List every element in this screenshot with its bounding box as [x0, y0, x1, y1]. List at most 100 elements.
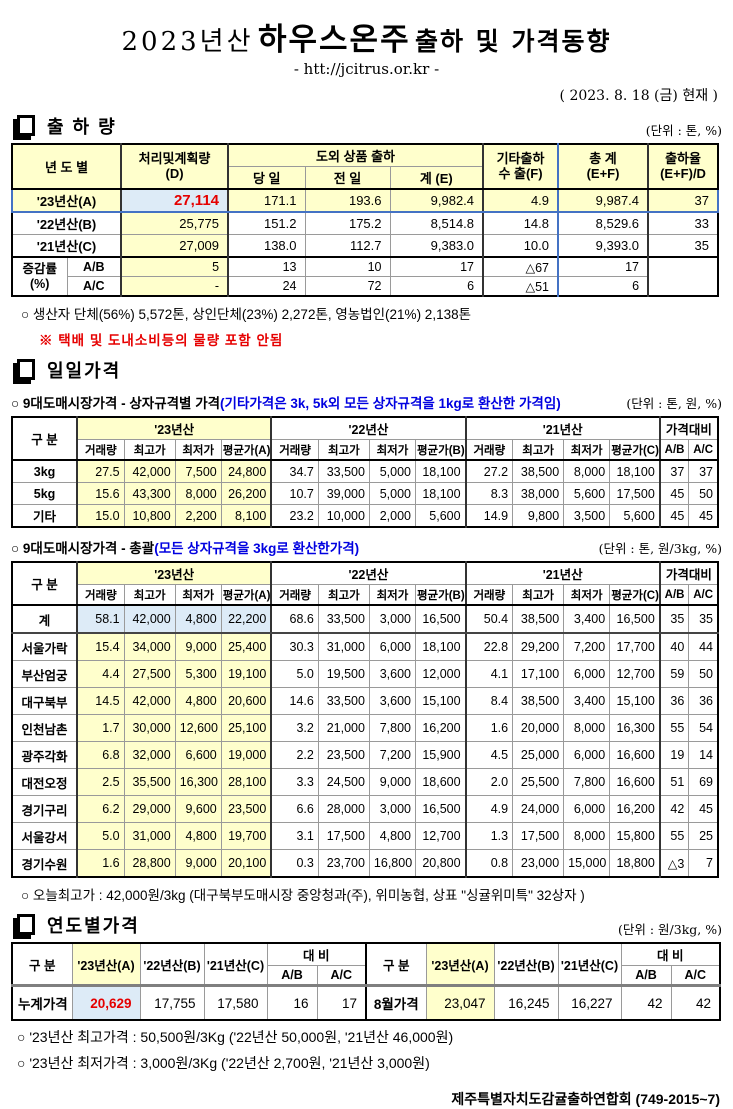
cell-y21-high: 20,000 — [512, 714, 565, 742]
cell-y21-high: 25,000 — [512, 741, 565, 769]
market-row: 부산엄궁 4.4 27,500 5,300 19,100 5.0 19,500 … — [11, 660, 719, 688]
cell-y21-high: 25,500 — [512, 768, 565, 796]
cell-y22-vol: 6.6 — [270, 795, 319, 823]
cell-y21-low: 6,000 — [563, 741, 611, 769]
shipment-table: 년 도 별 처리및계획량 (D) 도외 상품 출하 기타출하 수 출(F) 총 … — [10, 143, 720, 297]
cell-y22-low: 16,800 — [368, 849, 416, 878]
cell-y22-avg: 12,000 — [414, 660, 467, 688]
cell-y22-avg: 15,900 — [414, 741, 467, 769]
shipment-row: '21년산(C) 27,009 138.0 112.7 9,383.0 10.0… — [11, 234, 719, 258]
cell-ac: 45 — [688, 504, 719, 528]
cell-rate: 33 — [647, 211, 719, 235]
cell-y23-high: 31,000 — [123, 822, 176, 850]
cell-y21-vol: 27.2 — [464, 459, 514, 483]
cell-y21-vol: 8.4 — [464, 687, 514, 715]
overall-unit-label: (단위 : 톤, 원/3kg, %) — [598, 541, 722, 556]
cell-y23-vol: 15.0 — [76, 504, 125, 528]
cell-y23-vol: 1.7 — [76, 714, 125, 742]
cell-y21-high: 29,200 — [512, 632, 565, 661]
col-prev: 전 일 — [304, 166, 391, 190]
cell-y22-avg: 12,700 — [414, 822, 467, 850]
cell-y21-avg: 17,700 — [609, 632, 661, 661]
cell-y21-vol: 1.3 — [464, 822, 514, 850]
cell-august-y23: 23,047 — [425, 985, 495, 1021]
col-y23-avg: 평균가(A) — [220, 584, 272, 606]
cell-y21-low: 7,200 — [563, 632, 611, 661]
producer-note: ○ 생산자 단체(56%) 5,572톤, 상인단체(23%) 2,272톤, … — [21, 307, 472, 322]
organization-footer: 제주특별자치도감귤출하연합회 (749-2015~7) — [451, 1091, 720, 1107]
cell-y23-vol: 4.4 — [76, 660, 125, 688]
cell-y21-low: 5,600 — [563, 482, 611, 505]
overall-title-text: ○ 9대도매시장가격 - 총괄 — [11, 541, 155, 556]
yearly-header-row-2: A/B A/C — [12, 965, 367, 987]
bybox-unit-label: (단위 : 톤, 원, %) — [626, 396, 722, 411]
cell-y21-low: 8,000 — [563, 714, 611, 742]
cell-y21-low: 8,000 — [563, 459, 611, 483]
col-y22-high: 최고가 — [317, 584, 370, 606]
cell-plan: 25,775 — [120, 211, 229, 235]
cell-y22-avg: 5,600 — [414, 504, 467, 528]
cell-y22-vol: 2.2 — [270, 741, 319, 769]
market-row: 대구북부 14.5 42,000 4,800 20,600 14.6 33,50… — [11, 687, 719, 715]
square-bullet-icon — [17, 358, 35, 380]
price-by-box-table: 구 분 '23년산 '22년산 '21년산 가격대비 거래량 최고가 최저가 평… — [11, 416, 719, 528]
section-shipment-title: 출 하 량 — [47, 117, 117, 137]
change-row-ab: 증감률 (%) A/B 5 13 10 17 △67 17 — [11, 256, 719, 297]
cell-y22-low: 5,000 — [368, 459, 416, 483]
cell-ac: 14 — [688, 741, 719, 769]
lowest-price-note: ○ '23년산 최저가격 : 3,000원/3Kg ('22년산 2,700원,… — [17, 1055, 430, 1071]
cell-y21-avg: 18,800 — [609, 849, 661, 878]
cell-y22-high: 31,000 — [317, 632, 370, 661]
cell-y21-avg: 16,300 — [609, 714, 661, 742]
cell-ab: 36 — [658, 687, 690, 715]
cell-sum: 9,982.4 — [389, 188, 484, 213]
cell-y23-high: 30,000 — [123, 714, 176, 742]
cell-prev: 175.2 — [304, 211, 391, 235]
col-group-y21: '21년산 — [464, 561, 661, 585]
yearly-august-table: 구 분 '23년산(A) '22년산(B) '21년산(C) 대 비 A/B A… — [365, 942, 722, 1021]
cell-cumulative-ac: 17 — [316, 985, 367, 1021]
cell-y22-low: 2,000 — [368, 504, 416, 528]
cell-ab: 35 — [658, 604, 690, 634]
cell-plan: 27,009 — [120, 234, 229, 258]
cell-y22-vol: 23.2 — [270, 504, 319, 528]
col-total: 총 계 (E+F) — [557, 143, 649, 190]
col-y22-vol: 거래량 — [270, 584, 319, 606]
col-gubun: 구 분 — [11, 416, 78, 461]
cell-y23-high: 42,000 — [123, 459, 176, 483]
cell-market-label: 광주각화 — [11, 741, 78, 769]
col-ac: A/C — [670, 965, 721, 987]
col-y23-low: 최저가 — [174, 439, 222, 461]
august-price-row: 8월가격 23,047 16,245 16,227 42 42 — [365, 985, 721, 1021]
cell-y22-high: 23,700 — [317, 849, 370, 878]
cell-y23-high: 42,000 — [123, 604, 176, 634]
col-ab: A/B — [620, 965, 672, 987]
col-y23-high: 최고가 — [123, 584, 176, 606]
cell-y21-high: 38,500 — [512, 459, 565, 483]
cell-y22-high: 17,500 — [317, 822, 370, 850]
cell-y23-low: 9,000 — [174, 632, 222, 661]
cell-y21-vol: 4.5 — [464, 741, 514, 769]
cell-y23-avg: 24,800 — [220, 459, 272, 483]
col-plan-line2: (D) — [165, 165, 184, 181]
cell-y23-vol: 5.0 — [76, 822, 125, 850]
section-yearly-title: 연도별가격 — [47, 916, 140, 936]
cell-ac-total: 6 — [557, 276, 649, 297]
cell-y22-low: 7,800 — [368, 714, 416, 742]
cell-y23-high: 32,000 — [123, 741, 176, 769]
cell-ac-export: △51 — [482, 276, 559, 297]
cell-y23-avg: 23,500 — [220, 795, 272, 823]
cell-y22-low: 9,000 — [368, 768, 416, 796]
cell-y21-vol: 4.9 — [464, 795, 514, 823]
cell-y22-avg: 16,500 — [414, 604, 467, 634]
col-export-line2: 수 출(F) — [498, 165, 543, 181]
cell-y23-high: 35,500 — [123, 768, 176, 796]
yearly-unit-label: (단위 : 원/3kg, %) — [618, 922, 722, 937]
cell-y23-avg: 19,700 — [220, 822, 272, 850]
shipment-row: '23년산(A) 27,114 171.1 193.6 9,982.4 4.9 … — [10, 188, 720, 213]
today-high-note: ○ 오늘최고가 : 42,000원/3kg (대구북부도매시장 중앙청과(주),… — [21, 888, 585, 903]
cell-export: 14.8 — [482, 211, 559, 235]
cell-y21-avg: 15,100 — [609, 687, 661, 715]
shipment-header-row-2: 당 일 전 일 계 (E) — [12, 166, 718, 190]
cell-ac: 54 — [688, 714, 719, 742]
